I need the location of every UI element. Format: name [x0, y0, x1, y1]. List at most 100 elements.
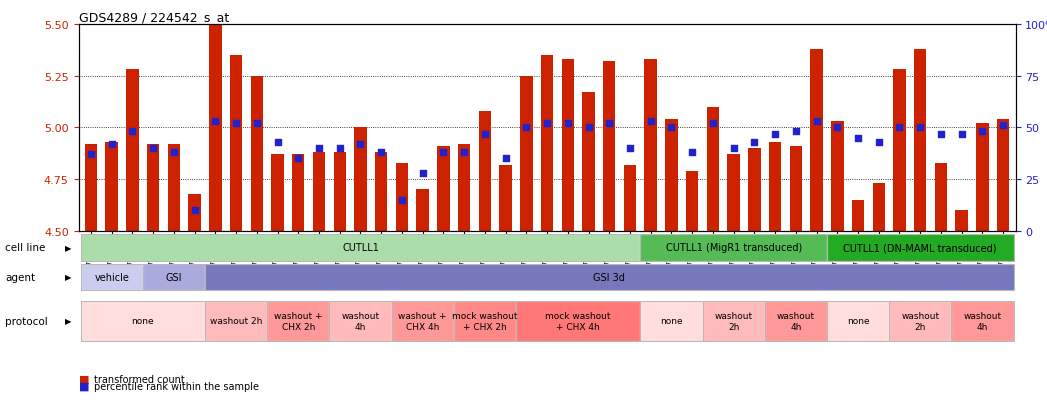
Text: washout 2h: washout 2h — [209, 317, 262, 325]
Point — [476, 131, 493, 138]
Point — [684, 150, 700, 156]
Bar — [313, 153, 326, 231]
Point — [580, 125, 597, 131]
Point — [435, 150, 451, 156]
Bar — [872, 184, 885, 231]
Point — [766, 131, 783, 138]
Text: mock washout
+ CHX 4h: mock washout + CHX 4h — [545, 311, 610, 331]
Bar — [85, 145, 97, 231]
Text: GSI 3d: GSI 3d — [594, 272, 625, 282]
Text: ■: ■ — [79, 381, 89, 391]
Bar — [707, 107, 719, 231]
Point — [207, 119, 224, 125]
Bar — [852, 200, 864, 231]
Text: washout +
CHX 4h: washout + CHX 4h — [399, 311, 447, 331]
Bar — [810, 50, 823, 231]
Point — [290, 156, 307, 162]
Bar — [334, 153, 346, 231]
Point — [248, 121, 265, 127]
Text: CUTLL1 (DN-MAML transduced): CUTLL1 (DN-MAML transduced) — [844, 242, 997, 253]
Point — [311, 145, 328, 152]
Bar — [168, 145, 180, 231]
Text: ▶: ▶ — [65, 273, 71, 282]
Bar — [603, 62, 616, 231]
Bar — [997, 120, 1009, 231]
Point — [643, 119, 660, 125]
Point — [954, 131, 971, 138]
Point — [601, 121, 618, 127]
Point — [165, 150, 182, 156]
Point — [787, 129, 804, 135]
Text: mock washout
+ CHX 2h: mock washout + CHX 2h — [452, 311, 517, 331]
Point — [415, 170, 431, 177]
Text: agent: agent — [5, 272, 36, 282]
Bar — [396, 163, 408, 231]
Bar — [250, 76, 263, 231]
Bar — [188, 194, 201, 231]
Text: GSI: GSI — [165, 272, 182, 282]
Text: protocol: protocol — [5, 316, 48, 326]
Bar — [458, 145, 470, 231]
Bar — [686, 171, 698, 231]
Point — [455, 150, 472, 156]
Bar — [789, 147, 802, 231]
Point — [891, 125, 908, 131]
Bar — [914, 50, 927, 231]
Point — [144, 145, 161, 152]
Point — [331, 145, 348, 152]
Bar — [645, 60, 656, 231]
Bar — [582, 93, 595, 231]
Point — [186, 207, 203, 214]
Point — [663, 125, 680, 131]
Text: vehicle: vehicle — [94, 272, 129, 282]
Text: none: none — [847, 317, 869, 325]
Point — [538, 121, 555, 127]
Text: none: none — [132, 317, 154, 325]
Bar — [209, 25, 222, 231]
Bar — [831, 122, 844, 231]
Bar — [106, 142, 118, 231]
Text: cell line: cell line — [5, 242, 46, 253]
Bar — [768, 142, 781, 231]
Point — [850, 135, 867, 142]
Bar — [624, 165, 637, 231]
Bar — [541, 56, 553, 231]
Bar — [665, 120, 677, 231]
Bar — [271, 155, 284, 231]
Point — [870, 139, 887, 146]
Point — [622, 145, 639, 152]
Point — [497, 156, 514, 162]
Point — [269, 139, 286, 146]
Bar — [893, 70, 906, 231]
Text: CUTLL1 (MigR1 transduced): CUTLL1 (MigR1 transduced) — [666, 242, 802, 253]
Bar — [292, 155, 305, 231]
Bar — [147, 145, 159, 231]
Bar — [749, 149, 760, 231]
Point — [518, 125, 535, 131]
Text: GDS4289 / 224542_s_at: GDS4289 / 224542_s_at — [79, 11, 229, 24]
Point — [747, 139, 763, 146]
Text: washout
4h: washout 4h — [963, 311, 1002, 331]
Bar — [127, 70, 138, 231]
Bar — [976, 124, 988, 231]
Text: ■: ■ — [79, 374, 89, 384]
Bar — [499, 165, 512, 231]
Point — [726, 145, 742, 152]
Point — [104, 141, 120, 148]
Text: ▶: ▶ — [65, 317, 71, 325]
Bar — [478, 112, 491, 231]
Text: CUTLL1: CUTLL1 — [342, 242, 379, 253]
Point — [559, 121, 576, 127]
Bar — [438, 147, 449, 231]
Point — [83, 152, 99, 158]
Text: washout
4h: washout 4h — [777, 311, 815, 331]
Point — [912, 125, 929, 131]
Bar — [354, 128, 366, 231]
Text: washout
4h: washout 4h — [341, 311, 379, 331]
Point — [829, 125, 846, 131]
Point — [352, 141, 369, 148]
Bar — [956, 211, 967, 231]
Bar — [561, 60, 574, 231]
Point — [227, 121, 244, 127]
Point — [995, 123, 1011, 129]
